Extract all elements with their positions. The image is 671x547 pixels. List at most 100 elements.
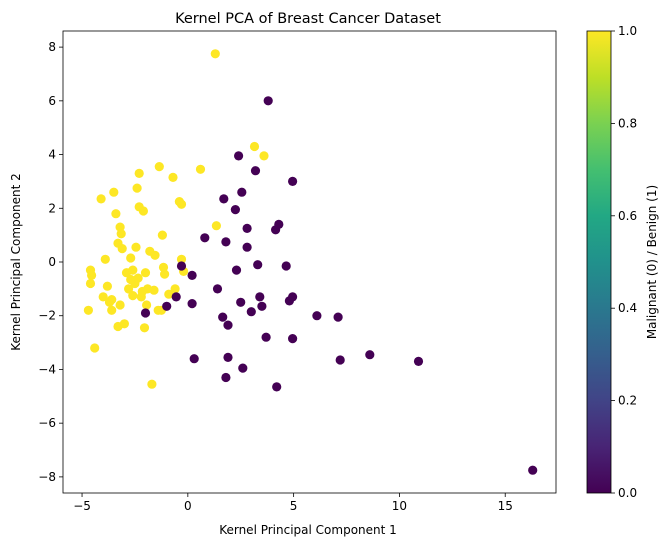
point-benign	[119, 319, 129, 329]
point-malignant	[187, 270, 197, 280]
point-benign	[126, 253, 136, 263]
point-benign	[157, 230, 167, 240]
x-tick-label: 0	[184, 499, 192, 513]
point-benign	[259, 151, 269, 161]
point-malignant	[413, 356, 424, 366]
point-benign	[149, 285, 159, 295]
point-malignant	[187, 299, 197, 309]
point-benign	[124, 284, 134, 294]
point-malignant	[274, 219, 284, 229]
point-benign	[131, 242, 141, 252]
point-benign	[154, 162, 164, 172]
y-axis-label: Kernel Principal Component 2	[9, 173, 23, 351]
point-malignant	[237, 187, 247, 197]
point-benign	[147, 379, 157, 389]
point-benign	[176, 199, 187, 209]
point-malignant	[162, 301, 172, 311]
point-benign	[111, 209, 121, 219]
point-malignant	[335, 355, 345, 365]
point-benign	[211, 221, 221, 231]
point-malignant	[221, 237, 231, 247]
colorbar-label: Malignant (0) / Benign (1)	[645, 185, 659, 339]
point-benign	[116, 229, 126, 239]
y-tick-label: 4	[48, 148, 56, 162]
point-malignant	[238, 363, 248, 373]
point-benign	[90, 343, 100, 353]
y-tick-label: −6	[38, 416, 56, 430]
colorbar-tick-label: 0.8	[618, 116, 637, 130]
colorbar-ticks: 0.0 0.2 0.4 0.6 0.8 1.0	[611, 24, 637, 500]
y-axis-ticks: −8 −6 −4 −2 0 2 4 6 8	[38, 40, 63, 484]
y-tick-label: 0	[48, 255, 56, 269]
point-benign	[115, 300, 125, 310]
x-axis-label: Kernel Principal Component 1	[219, 523, 397, 537]
point-malignant	[257, 301, 267, 311]
colorbar-tick-label: 1.0	[618, 24, 637, 38]
plot-frame	[62, 30, 557, 494]
scatter-points	[83, 49, 538, 475]
point-benign	[132, 183, 142, 193]
point-benign	[98, 292, 108, 302]
point-benign	[140, 268, 151, 278]
point-malignant	[223, 352, 233, 362]
point-malignant	[236, 297, 246, 307]
point-malignant	[281, 261, 291, 271]
point-benign	[137, 286, 147, 297]
point-malignant	[312, 311, 322, 321]
point-benign	[249, 141, 260, 152]
point-malignant	[288, 334, 298, 344]
point-malignant	[234, 151, 244, 161]
point-malignant	[288, 176, 298, 186]
point-malignant	[528, 465, 538, 475]
point-malignant	[221, 372, 231, 383]
point-malignant	[231, 265, 242, 275]
y-tick-label: 2	[48, 201, 56, 215]
point-benign	[83, 305, 93, 315]
point-malignant	[250, 166, 261, 176]
x-tick-label: −5	[73, 499, 91, 513]
point-malignant	[263, 96, 273, 106]
point-malignant	[253, 260, 263, 270]
colorbar-tick-label: 0.6	[618, 209, 637, 223]
point-benign	[160, 269, 170, 279]
point-malignant	[218, 312, 228, 322]
colorbar	[586, 30, 612, 494]
point-benign	[126, 274, 136, 285]
point-benign	[104, 297, 115, 307]
point-benign	[117, 244, 127, 254]
point-benign	[195, 164, 206, 174]
y-tick-label: 8	[48, 40, 56, 54]
point-benign	[138, 206, 148, 216]
x-axis-ticks: −5 0 5 10 15	[73, 493, 513, 513]
y-tick-label: −4	[38, 362, 56, 376]
point-benign	[85, 278, 96, 289]
point-malignant	[176, 261, 187, 271]
point-benign	[107, 305, 117, 315]
point-benign	[102, 281, 112, 291]
point-benign	[139, 323, 150, 333]
point-benign	[168, 172, 178, 182]
y-tick-label: 6	[48, 94, 56, 108]
point-benign	[164, 289, 174, 299]
point-malignant	[200, 233, 210, 243]
point-malignant	[223, 320, 233, 330]
colorbar-tick-label: 0.4	[618, 301, 637, 315]
point-benign	[96, 194, 106, 204]
point-malignant	[219, 194, 229, 204]
point-malignant	[261, 332, 271, 342]
point-malignant	[242, 242, 252, 252]
point-benign	[109, 187, 119, 197]
point-benign	[176, 254, 187, 264]
colorbar-tick-label: 0.2	[618, 394, 637, 408]
x-tick-label: 5	[290, 499, 298, 513]
point-malignant	[288, 292, 298, 302]
point-benign	[87, 270, 97, 280]
y-tick-label: −2	[38, 309, 56, 323]
point-malignant	[255, 292, 265, 302]
chart-title: Kernel PCA of Breast Cancer Dataset	[175, 11, 441, 27]
point-malignant	[189, 354, 199, 364]
point-malignant	[140, 308, 151, 318]
y-tick-label: −8	[38, 470, 56, 484]
point-malignant	[230, 205, 240, 215]
point-benign	[128, 265, 138, 275]
